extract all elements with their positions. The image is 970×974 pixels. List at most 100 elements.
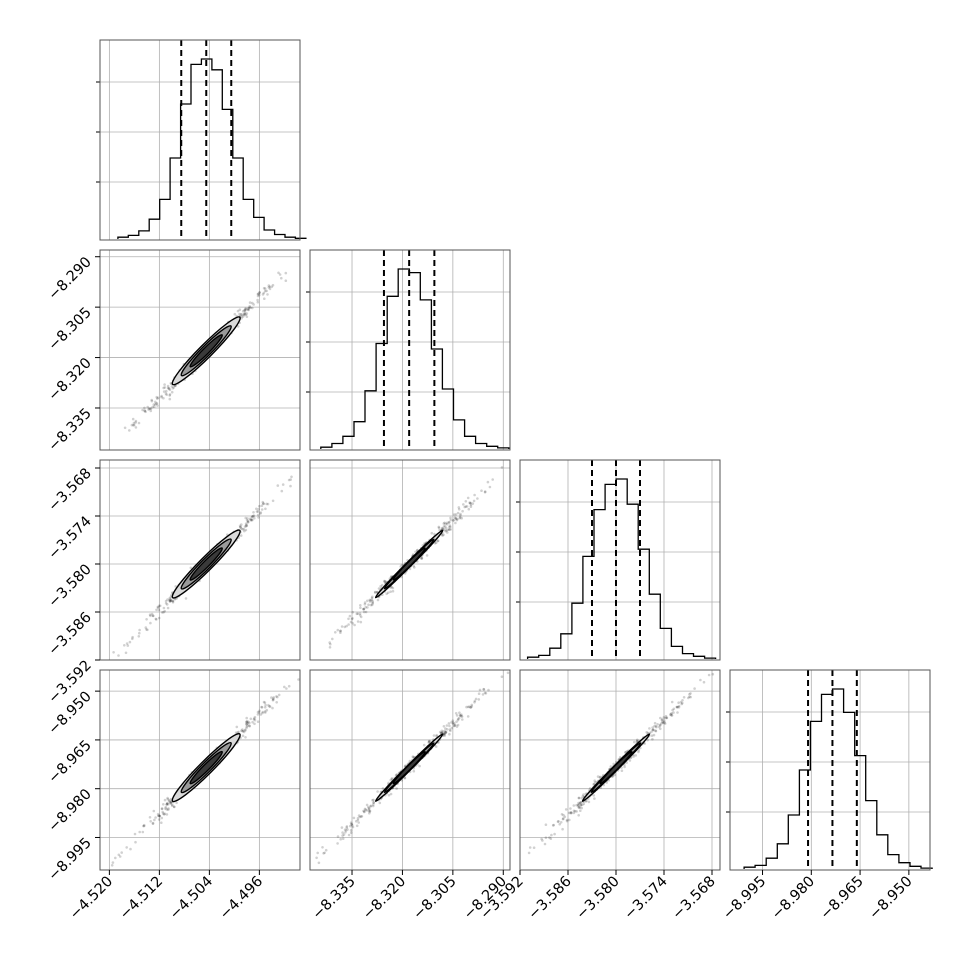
scatter-point xyxy=(655,725,658,729)
scatter-point xyxy=(444,730,448,734)
scatter-point xyxy=(670,700,674,704)
scatter-point xyxy=(160,394,163,398)
scatter-point xyxy=(469,502,472,505)
scatter-point xyxy=(612,762,615,766)
scatter-point xyxy=(345,826,349,829)
scatter-point xyxy=(436,539,439,543)
scatter-point xyxy=(456,717,460,721)
scatter-point xyxy=(449,729,452,733)
scatter-point xyxy=(633,740,636,744)
scatter-point xyxy=(352,816,356,820)
scatter-point xyxy=(260,508,264,511)
scatter-point xyxy=(562,817,565,820)
scatter-point xyxy=(636,738,639,742)
scatter-point xyxy=(651,737,654,741)
scatter-point xyxy=(449,525,452,529)
scatter-point xyxy=(434,541,438,545)
scatter-point xyxy=(341,831,344,834)
scatter-point xyxy=(251,514,255,518)
scatter-point xyxy=(682,696,686,699)
scatter-point xyxy=(236,309,240,313)
scatter-point xyxy=(156,397,159,400)
scatter-point xyxy=(166,797,170,801)
scatter-point xyxy=(155,618,158,621)
scatter-point xyxy=(544,836,548,839)
scatter-point xyxy=(447,520,451,524)
scatter-point xyxy=(245,716,248,720)
scatter-point xyxy=(422,743,426,747)
scatter-point xyxy=(154,816,157,819)
scatter-point xyxy=(371,601,375,604)
scatter-point xyxy=(365,803,369,807)
scatter-point xyxy=(151,405,154,409)
scatter-point xyxy=(245,524,249,528)
scatter-point xyxy=(469,705,473,709)
scatter-point xyxy=(372,798,375,802)
scatter-point xyxy=(289,484,292,488)
scatter-point xyxy=(548,836,551,839)
scatter-point xyxy=(458,516,462,520)
scatter-point xyxy=(287,684,291,688)
scatter-point xyxy=(346,828,349,831)
scatter-point xyxy=(156,605,160,609)
scatter-point xyxy=(543,842,547,846)
scatter-point xyxy=(339,629,342,633)
scatter-point xyxy=(257,516,260,519)
scatter-point xyxy=(248,517,252,520)
scatter-point xyxy=(646,738,649,742)
scatter-point xyxy=(350,823,353,826)
scatter-point xyxy=(454,712,458,715)
scatter-point xyxy=(675,705,678,709)
scatter-point xyxy=(414,550,417,554)
scatter-point xyxy=(251,306,254,310)
scatter-point xyxy=(373,590,377,594)
scatter-point xyxy=(166,384,170,388)
scatter-point xyxy=(455,518,459,522)
scatter-point xyxy=(328,646,332,649)
scatter-point xyxy=(245,720,248,724)
scatter-point xyxy=(251,515,254,518)
scatter-point xyxy=(653,724,656,728)
scatter-point xyxy=(634,754,637,757)
scatter-point xyxy=(240,315,243,318)
scatter-point xyxy=(267,703,270,707)
scatter-point xyxy=(118,855,122,858)
scatter-point xyxy=(171,601,175,604)
scatter-point xyxy=(464,505,468,508)
scatter-point xyxy=(271,698,275,702)
scatter-point xyxy=(350,617,354,621)
scatter-point xyxy=(391,586,395,590)
contour-level-2 xyxy=(189,750,223,785)
scatter-point xyxy=(137,635,141,638)
scatter-point xyxy=(460,516,464,520)
scatter-point xyxy=(455,714,459,717)
scatter-point xyxy=(572,809,576,813)
scatter-point xyxy=(676,711,679,714)
scatter-point xyxy=(244,307,247,310)
scatter-point xyxy=(581,794,585,798)
scatter-point xyxy=(263,710,267,713)
x-tick-label: −3.574 xyxy=(622,874,671,923)
scatter-point xyxy=(450,721,453,724)
scatter-point xyxy=(412,769,416,773)
scatter-point xyxy=(138,631,141,635)
scatter-point xyxy=(650,734,654,737)
scatter-point xyxy=(168,800,172,804)
scatter-point xyxy=(248,724,251,727)
scatter-point xyxy=(246,519,250,523)
scatter-point xyxy=(157,608,161,612)
scatter-point xyxy=(605,781,608,784)
scatter-point xyxy=(443,734,446,737)
scatter-point xyxy=(469,706,472,709)
scatter-point xyxy=(120,851,123,854)
scatter-point xyxy=(146,628,149,632)
scatter-point xyxy=(353,623,356,627)
scatter-point xyxy=(128,640,132,644)
scatter-point xyxy=(248,305,251,308)
scatter-point xyxy=(577,806,580,809)
scatter-point xyxy=(256,294,260,298)
scatter-point xyxy=(444,522,447,526)
scatter-point xyxy=(111,861,115,864)
scatter-point xyxy=(569,807,572,810)
scatter-point xyxy=(362,608,366,611)
